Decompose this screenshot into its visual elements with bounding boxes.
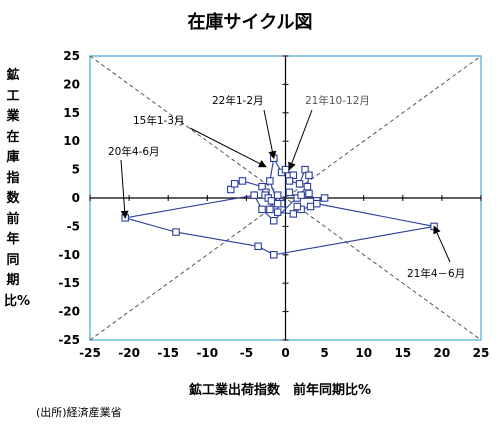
y-tick-label: 15 xyxy=(63,106,80,120)
x-tick-label: 0 xyxy=(281,346,289,360)
data-point xyxy=(270,251,278,259)
data-point xyxy=(281,165,290,174)
data-point xyxy=(289,171,298,180)
annotation-arrow xyxy=(120,159,129,219)
x-tick-label: -10 xyxy=(196,346,218,360)
data-point xyxy=(238,177,247,185)
data-point xyxy=(285,177,294,185)
y-tick-label: 25 xyxy=(63,49,80,63)
data-point xyxy=(295,180,304,188)
y-tick-label: 10 xyxy=(63,134,80,148)
data-point xyxy=(320,194,329,202)
y-tick-label: 5 xyxy=(72,163,80,177)
annotation-arrow xyxy=(263,109,277,160)
data-point xyxy=(306,202,315,211)
y-tick-label: -20 xyxy=(58,305,80,319)
x-tick-label: 5 xyxy=(320,346,328,360)
x-tick-label: -5 xyxy=(240,346,253,360)
y-tick-label: -15 xyxy=(58,276,80,290)
annotation-label: 21年10-12月 xyxy=(305,94,370,107)
data-point xyxy=(172,228,180,236)
y-tick-label: -5 xyxy=(67,219,80,233)
data-point xyxy=(267,197,276,205)
data-point xyxy=(305,189,313,198)
data-point xyxy=(254,242,262,251)
annotation-arrow xyxy=(288,109,313,171)
data-point xyxy=(297,191,305,199)
y-tick-label: 20 xyxy=(63,77,80,91)
x-tick-label: -20 xyxy=(118,346,140,360)
annotation-arrow xyxy=(189,127,267,168)
y-tick-label: -25 xyxy=(58,333,80,347)
data-point xyxy=(293,202,301,211)
data-point xyxy=(230,180,239,188)
data-point xyxy=(258,205,266,214)
annotation-label: 21年4－6月 xyxy=(407,267,465,280)
x-tick-label: -25 xyxy=(79,346,101,360)
data-point xyxy=(250,191,258,199)
x-axis-label: 鉱工業出荷指数 前年同期比% xyxy=(188,383,372,398)
data-point xyxy=(301,165,309,174)
data-point xyxy=(270,216,278,225)
annotation-label: 15年1-3月 xyxy=(133,114,185,127)
annotation-label: 22年1-2月 xyxy=(212,94,264,107)
y-tick-label: 0 xyxy=(72,191,80,205)
data-point xyxy=(303,182,312,191)
data-point xyxy=(305,171,313,180)
data-point xyxy=(266,205,274,214)
y-tick-label: -10 xyxy=(58,248,80,262)
data-point xyxy=(289,210,298,218)
annotation-label: 20年4-6月 xyxy=(108,145,160,158)
data-point xyxy=(258,182,266,191)
chart-title: 在庫サイクル図 xyxy=(187,12,313,33)
data-point xyxy=(227,185,235,194)
data-point xyxy=(313,199,321,208)
x-tick-label: 25 xyxy=(473,346,490,360)
x-tick-label: -15 xyxy=(157,346,179,360)
data-point xyxy=(273,191,282,199)
x-tick-label: 20 xyxy=(434,346,451,360)
data-point xyxy=(273,208,282,216)
annotation-arrow xyxy=(433,225,451,263)
data-point xyxy=(273,199,282,208)
source-note: (出所)経済産業省 xyxy=(36,406,122,419)
data-point xyxy=(266,177,274,185)
x-tick-label: 15 xyxy=(394,346,411,360)
x-tick-label: 10 xyxy=(355,346,372,360)
data-point xyxy=(285,188,294,197)
